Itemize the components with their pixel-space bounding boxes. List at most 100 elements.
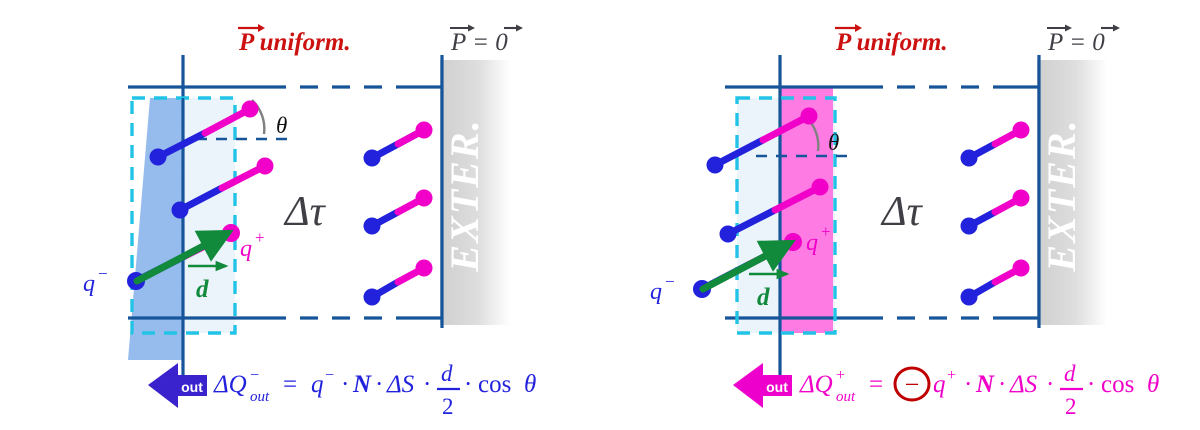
formula-fraction-numerator: d — [1064, 361, 1076, 386]
positive-charge-dot — [1012, 121, 1030, 139]
formula-theta: θ — [524, 371, 536, 398]
volume-element-label: Δτ — [880, 189, 924, 235]
formula-charge: q — [311, 371, 324, 398]
positive-charge-dot — [1012, 189, 1030, 207]
formula-lhs-subscript: out — [250, 389, 270, 405]
volume-selection-box — [735, 96, 837, 335]
formula-right: ΔQ + out = − q + · N · ΔS · d 2 · cos θ — [799, 361, 1159, 419]
dipole-interior-3 — [363, 259, 433, 306]
out-badge-text: out — [766, 379, 788, 395]
dipole-interior-1 — [363, 121, 433, 167]
polarization-zero-header: P = 0 — [450, 24, 523, 56]
q-plus-superscript: + — [821, 222, 831, 241]
negative-charge-dot — [706, 156, 724, 174]
dipole-interior-2 — [960, 189, 1030, 235]
formula-lhs-superscript: + — [836, 367, 845, 384]
displacement-vector-arrow — [699, 239, 796, 293]
q-plus-superscript: + — [255, 228, 265, 247]
positive-charge-dot — [811, 178, 829, 196]
negative-charge-dot — [149, 148, 167, 166]
formula-dot-3: · — [423, 371, 431, 398]
formula-N: N — [352, 371, 372, 398]
polarization-zero-header: P = 0 — [1047, 24, 1120, 56]
exterior-region-band — [1037, 60, 1107, 325]
formula-equals: = — [283, 371, 297, 398]
circled-minus-glyph: − — [905, 370, 920, 399]
formula-cos: cos — [1101, 371, 1134, 398]
q-minus-symbol: q — [83, 271, 95, 297]
formula-delta-s: ΔS — [1009, 371, 1038, 398]
formula-fraction-denominator: 2 — [1065, 394, 1077, 419]
positive-charge-label: q + — [240, 228, 265, 262]
right-panel: EXTER. θ — [650, 24, 1159, 419]
formula-dot-2: · — [998, 371, 1006, 398]
exterior-label: EXTER. — [1039, 118, 1084, 272]
volume-element-label: Δτ — [283, 189, 327, 235]
formula-lhs-superscript: − — [250, 367, 259, 384]
displacement-vector-label: d — [757, 284, 770, 311]
positive-charge-dot — [415, 121, 433, 139]
positive-charge-dot — [241, 100, 259, 118]
out-arrow-shape[interactable] — [148, 363, 207, 408]
positive-charge-dot — [800, 107, 818, 125]
negative-charge-dot — [363, 288, 381, 306]
dipole-interior-2 — [363, 189, 433, 235]
negative-charge-dot — [960, 149, 978, 167]
p-zero-text: P = 0 — [450, 29, 508, 56]
formula-cos: cos — [478, 371, 511, 398]
out-badge-right[interactable]: out — [733, 363, 792, 408]
left-panel: EXTER. θ — [83, 24, 536, 419]
formula-dot-3: · — [1046, 371, 1054, 398]
formula-theta: θ — [1147, 371, 1159, 398]
out-badge-text: out — [181, 379, 203, 395]
out-badge-left[interactable]: out — [148, 363, 207, 408]
negative-charge-label: q − — [83, 264, 108, 297]
theta-label: θ — [828, 130, 839, 155]
formula-dot-4: · — [464, 371, 472, 398]
outgoing-charge-slab — [128, 98, 183, 360]
q-minus-superscript: − — [665, 272, 675, 291]
formula-N: N — [975, 371, 995, 398]
negative-charge-dot — [960, 288, 978, 306]
formula-left: ΔQ − out = q − · N · ΔS · d 2 · cos θ — [213, 361, 536, 419]
formula-dot-1: · — [341, 371, 349, 398]
positive-charge-dot — [415, 259, 433, 277]
displacement-vector-label: d — [196, 276, 209, 303]
dipole-boundary-1 — [706, 107, 818, 174]
formula-dot-2: · — [375, 371, 383, 398]
dipole-boundary-2 — [719, 178, 829, 243]
theta-label: θ — [276, 113, 287, 138]
zero-vector-arrowhead — [1113, 24, 1120, 32]
positive-charge-dot — [1012, 259, 1030, 277]
formula-fraction-numerator: d — [441, 361, 453, 386]
formula-fraction-denominator: 2 — [442, 394, 454, 419]
negative-charge-dot — [719, 225, 737, 243]
q-minus-symbol: q — [650, 279, 662, 305]
p-zero-text: P = 0 — [1047, 29, 1105, 56]
exterior-label: EXTER. — [442, 118, 487, 272]
p-uniform-vector-arrowhead — [258, 24, 265, 32]
displacement-vector-arrow — [133, 229, 234, 285]
formula-dot-4: · — [1087, 371, 1095, 398]
p-uniform-text: P uniform. — [238, 29, 351, 56]
formula-delta-s: ΔS — [386, 371, 415, 398]
q-plus-symbol: q — [240, 236, 252, 262]
dipole-boundary-2 — [171, 157, 274, 219]
positive-charge-dot — [415, 189, 433, 207]
q-minus-superscript: − — [98, 264, 108, 283]
circled-minus-ring — [893, 366, 931, 402]
dipole-interior-1 — [960, 121, 1030, 167]
negative-charge-dot — [960, 217, 978, 235]
p-uniform-vector-arrowhead — [855, 24, 862, 32]
circled-minus-sign: − — [893, 366, 931, 402]
dipole-boundary-1 — [149, 100, 259, 166]
positive-charge-label: q + — [806, 222, 831, 256]
out-arrow-shape[interactable] — [733, 363, 792, 408]
formula-equals: = — [869, 371, 883, 398]
formula-dot-1: · — [964, 371, 972, 398]
q-plus-symbol: q — [806, 230, 818, 256]
p-zero-vector-arrowhead — [1065, 24, 1072, 32]
formula-charge-superscript: − — [325, 367, 334, 384]
zero-vector-arrowhead — [516, 24, 523, 32]
